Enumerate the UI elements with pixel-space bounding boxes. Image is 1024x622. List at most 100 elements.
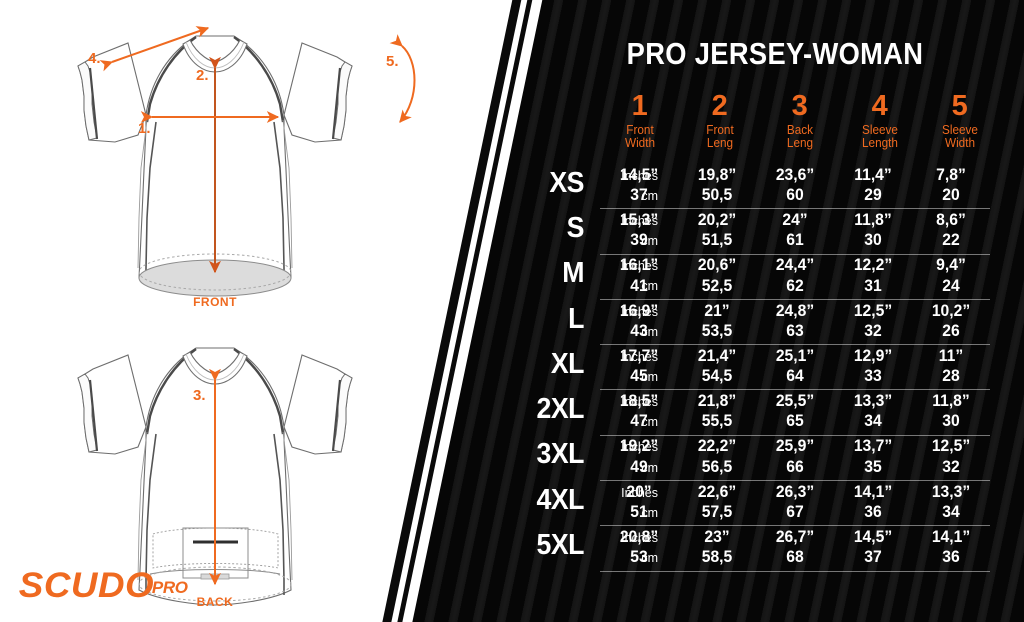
unit-label-cm: cm [641,279,658,294]
value-inches: 25,5” [775,392,815,411]
row-separator [600,389,990,391]
table-cell: 25,9” 66 [758,436,832,477]
column-number-5: 5 [951,90,969,122]
marker-label-1: 1. [138,120,151,137]
value-inches: 21,4” [697,346,737,365]
value-cm: 28 [942,367,960,386]
value-inches: 13,3” [853,392,893,411]
value-cm: 62 [786,276,804,295]
value-inches: 10,2” [931,301,971,320]
jersey-illustration: 2. 1. 4. 5. FRONT [0,0,430,622]
table-cell: 12,2” 31 [836,255,910,296]
table-cell: 24,8” 63 [758,301,832,342]
value-inches: 14,5” [853,528,893,547]
table-cell: 16,9” 43 [602,301,676,342]
value-cm: 51,5 [701,231,733,250]
table-cell: 23,6” 60 [758,165,832,206]
row-separator [600,480,990,482]
unit-label-cm: cm [641,188,658,203]
measurement-values: 14,5” 37 19,8” 50,5 23,6” 60 11,4” 29 7,8” 20 [600,165,990,206]
table-cell: 8,6” 22 [914,210,988,251]
column-header-1: 1 Front Width [600,92,680,150]
column-header-5: 5 Sleeve Width [920,92,1000,150]
unit-labels: Inches cm [596,483,658,524]
value-inches: 17,7” [619,346,659,365]
table-cell: 20,2” 51,5 [680,210,754,251]
table-cell: 14,5” 37 [602,165,676,206]
measurement-values: 15,3” 39 20,2” 51,5 24” 61 11,8” 30 8,6” 22 [600,210,990,251]
size-label-3xl: 3XL [536,438,584,471]
unit-label-cm: cm [641,460,658,475]
table-row: L Inches cm 16,9” 43 21” 53,5 24,8” 63 12,5” 32 10,… [500,298,1000,344]
value-cm: 50,5 [701,185,733,204]
size-label-5xl: 5XL [536,529,584,562]
column-label-5-line1: Sleeve [942,123,978,137]
table-cell: 26,3” 67 [758,482,832,523]
table-row: S Inches cm 15,3” 39 20,2” 51,5 24” 61 11,8” 30 8,6… [500,208,1000,253]
column-label-2-line1: Front [706,123,734,137]
value-inches: 12,2” [853,256,893,275]
table-cell: 20” 51 [602,482,676,523]
value-cm: 37 [630,185,648,204]
value-inches: 12,9” [853,346,893,365]
value-inches: 20” [626,482,652,501]
value-inches: 14,5” [619,165,659,184]
value-inches: 20,6” [697,256,737,275]
value-inches: 18,5” [619,392,659,411]
value-inches: 16,1” [619,256,659,275]
unit-labels: Inches cm [596,166,658,207]
value-inches: 23,6” [775,165,815,184]
unit-label-inches: Inches [621,395,658,410]
table-row: 3XL Inches cm 19,2” 49 22,2” 56,5 25,9” 66 13,7” 3… [500,434,1000,480]
value-cm: 52,5 [701,276,733,295]
table-cell: 24” 61 [758,210,832,251]
row-separator [600,434,990,436]
front-caption: FRONT [193,295,237,309]
row-separator [600,208,990,210]
table-cell: 22,2” 56,5 [680,436,754,477]
table-cell: 24,4” 62 [758,255,832,296]
measure-arrow-sleeve-length [99,26,210,72]
column-number-3: 3 [791,90,809,122]
column-header-3: 3 Back Leng [760,92,840,150]
value-cm: 39 [630,231,648,250]
size-label-4xl: 4XL [536,483,584,516]
value-cm: 56,5 [701,457,733,476]
table-cell: 12,9” 33 [836,346,910,387]
value-inches: 25,1” [775,346,815,365]
size-table: XS Inches cm 14,5” 37 19,8” 50,5 23,6” 60 11,4” 29… [500,163,1000,572]
table-cell: 22,6” 57,5 [680,482,754,523]
value-cm: 45 [630,367,648,386]
value-inches: 26,3” [775,482,815,501]
table-cell: 11,8” 30 [914,391,988,432]
value-inches: 22,2” [697,437,737,456]
unit-label-inches: Inches [621,259,658,274]
table-cell: 17,7” 45 [602,346,676,387]
table-cell: 9,4” 24 [914,255,988,296]
value-inches: 8,6” [936,210,966,229]
column-label-1-line2: Width [624,136,656,150]
value-cm: 32 [942,457,960,476]
value-cm: 26 [942,321,960,340]
value-inches: 13,7” [853,437,893,456]
back-jersey-drawing: 3. BACK [77,347,353,609]
unit-label-cm: cm [641,370,658,385]
unit-label-cm: cm [641,505,658,520]
value-inches: 9,4” [936,256,966,275]
unit-labels: Inches cm [596,392,658,433]
value-cm: 49 [630,457,648,476]
value-inches: 13,3” [931,482,971,501]
unit-labels: Inches cm [596,302,658,343]
table-cell: 14,1” 36 [914,527,988,568]
table-cell: 26,7” 68 [758,527,832,568]
table-row: 5XL Inches cm 20,8” 53 23” 58,5 26,7” 68 14,5” 37 1… [500,525,1000,572]
value-cm: 43 [630,321,648,340]
value-inches: 14,1” [931,528,971,547]
table-cell: 14,1” 36 [836,482,910,523]
value-cm: 34 [864,412,882,431]
marker-label-4: 4. [88,50,101,67]
table-row: 4XL Inches cm 20” 51 22,6” 57,5 26,3” 67 14,1” 36 1… [500,480,1000,525]
size-label-l: L [568,302,584,335]
table-cell: 18,5” 47 [602,391,676,432]
unit-label-inches: Inches [621,531,658,546]
